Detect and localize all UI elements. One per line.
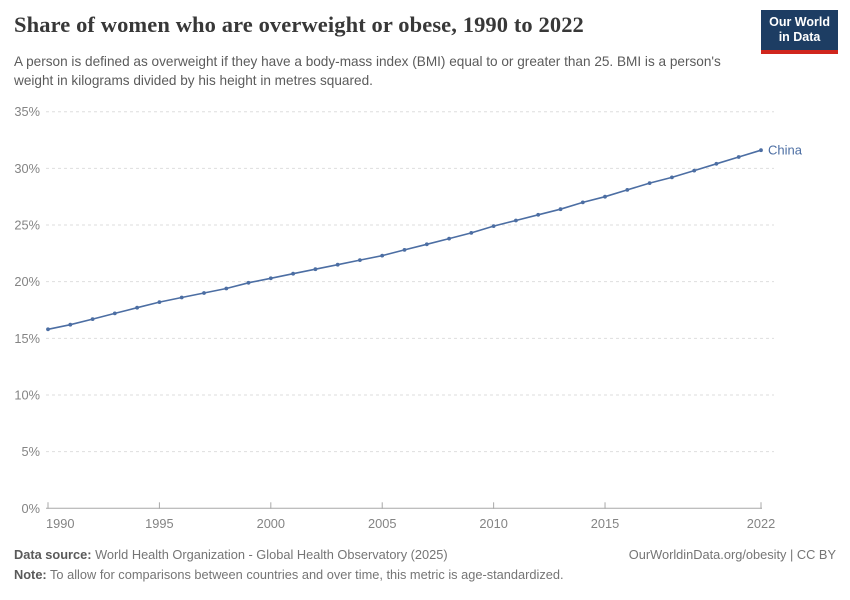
data-source-text: World Health Organization - Global Healt… [91,547,448,562]
series-line[interactable] [47,149,762,331]
data-point[interactable] [625,188,630,192]
data-point[interactable] [157,300,162,304]
data-point[interactable] [469,231,474,235]
data-point[interactable] [268,276,273,281]
owid-logo[interactable]: Our World in Data [761,10,838,54]
data-source-label: Data source: [14,547,92,562]
data-point[interactable] [135,305,140,310]
data-point[interactable] [580,200,585,205]
citation-link[interactable]: OurWorldinData.org/obesity | CC BY [628,547,836,562]
x-axis-label: 2005 [368,516,396,531]
data-point[interactable] [358,258,362,262]
series-label[interactable]: China [768,143,803,158]
x-axis-label: 1990 [46,516,74,531]
data-point[interactable] [68,322,73,327]
x-axis-label: 2000 [257,516,285,531]
y-axis-label: 15% [14,331,40,346]
chart-footer: Data source: World Health Organization -… [14,545,836,585]
data-point[interactable] [536,212,541,217]
y-axis-label: 35% [14,104,40,119]
x-axis-label: 1995 [145,516,173,531]
data-point[interactable] [558,207,563,212]
data-point[interactable] [46,327,50,332]
line-chart[interactable]: 0% 5% 10% 15% 20% 25% 30% 35% 1990 1995 2000 2005 20… [0,95,850,550]
data-point[interactable] [424,242,429,247]
owid-logo-line2: in Data [778,30,821,45]
data-point[interactable] [514,218,518,223]
data-point[interactable] [246,280,251,285]
x-axis-label: 2015 [591,516,619,531]
data-point[interactable] [402,248,407,252]
data-source-line: Data source: World Health Organization -… [14,545,448,565]
data-point[interactable] [224,286,229,291]
data-point[interactable] [759,148,763,153]
data-point[interactable] [335,262,340,267]
data-point[interactable] [202,291,206,295]
data-point[interactable] [670,175,674,180]
chart-subtitle: A person is defined as overweight if the… [14,54,721,89]
y-axis-label: 5% [22,444,41,459]
y-axis-label: 30% [14,161,40,176]
y-axis-label: 25% [14,218,40,233]
data-point[interactable] [313,267,318,272]
data-point[interactable] [491,224,496,229]
note-line: Note: To allow for comparisons between c… [14,565,564,585]
y-axis-label: 0% [22,501,41,516]
y-axis-label: 10% [14,387,40,402]
note-text: To allow for comparisons between countri… [46,566,564,582]
data-point[interactable] [112,311,117,316]
data-point[interactable] [447,236,451,241]
data-point[interactable] [714,161,719,166]
data-point[interactable] [291,271,295,276]
x-axis-label: 2022 [747,516,775,531]
x-axis-label: 2010 [479,516,507,531]
data-point[interactable] [90,317,95,321]
data-point[interactable] [647,181,652,186]
data-point[interactable] [692,168,697,173]
chart-title: Share of women who are overweight or obe… [14,12,584,37]
data-point[interactable] [179,295,184,300]
owid-logo-line1: Our World [769,15,830,29]
y-axis-label: 20% [14,274,40,289]
data-point[interactable] [603,194,607,199]
note-label: Note: [14,566,47,582]
data-point[interactable] [380,253,385,258]
data-point[interactable] [736,155,741,159]
